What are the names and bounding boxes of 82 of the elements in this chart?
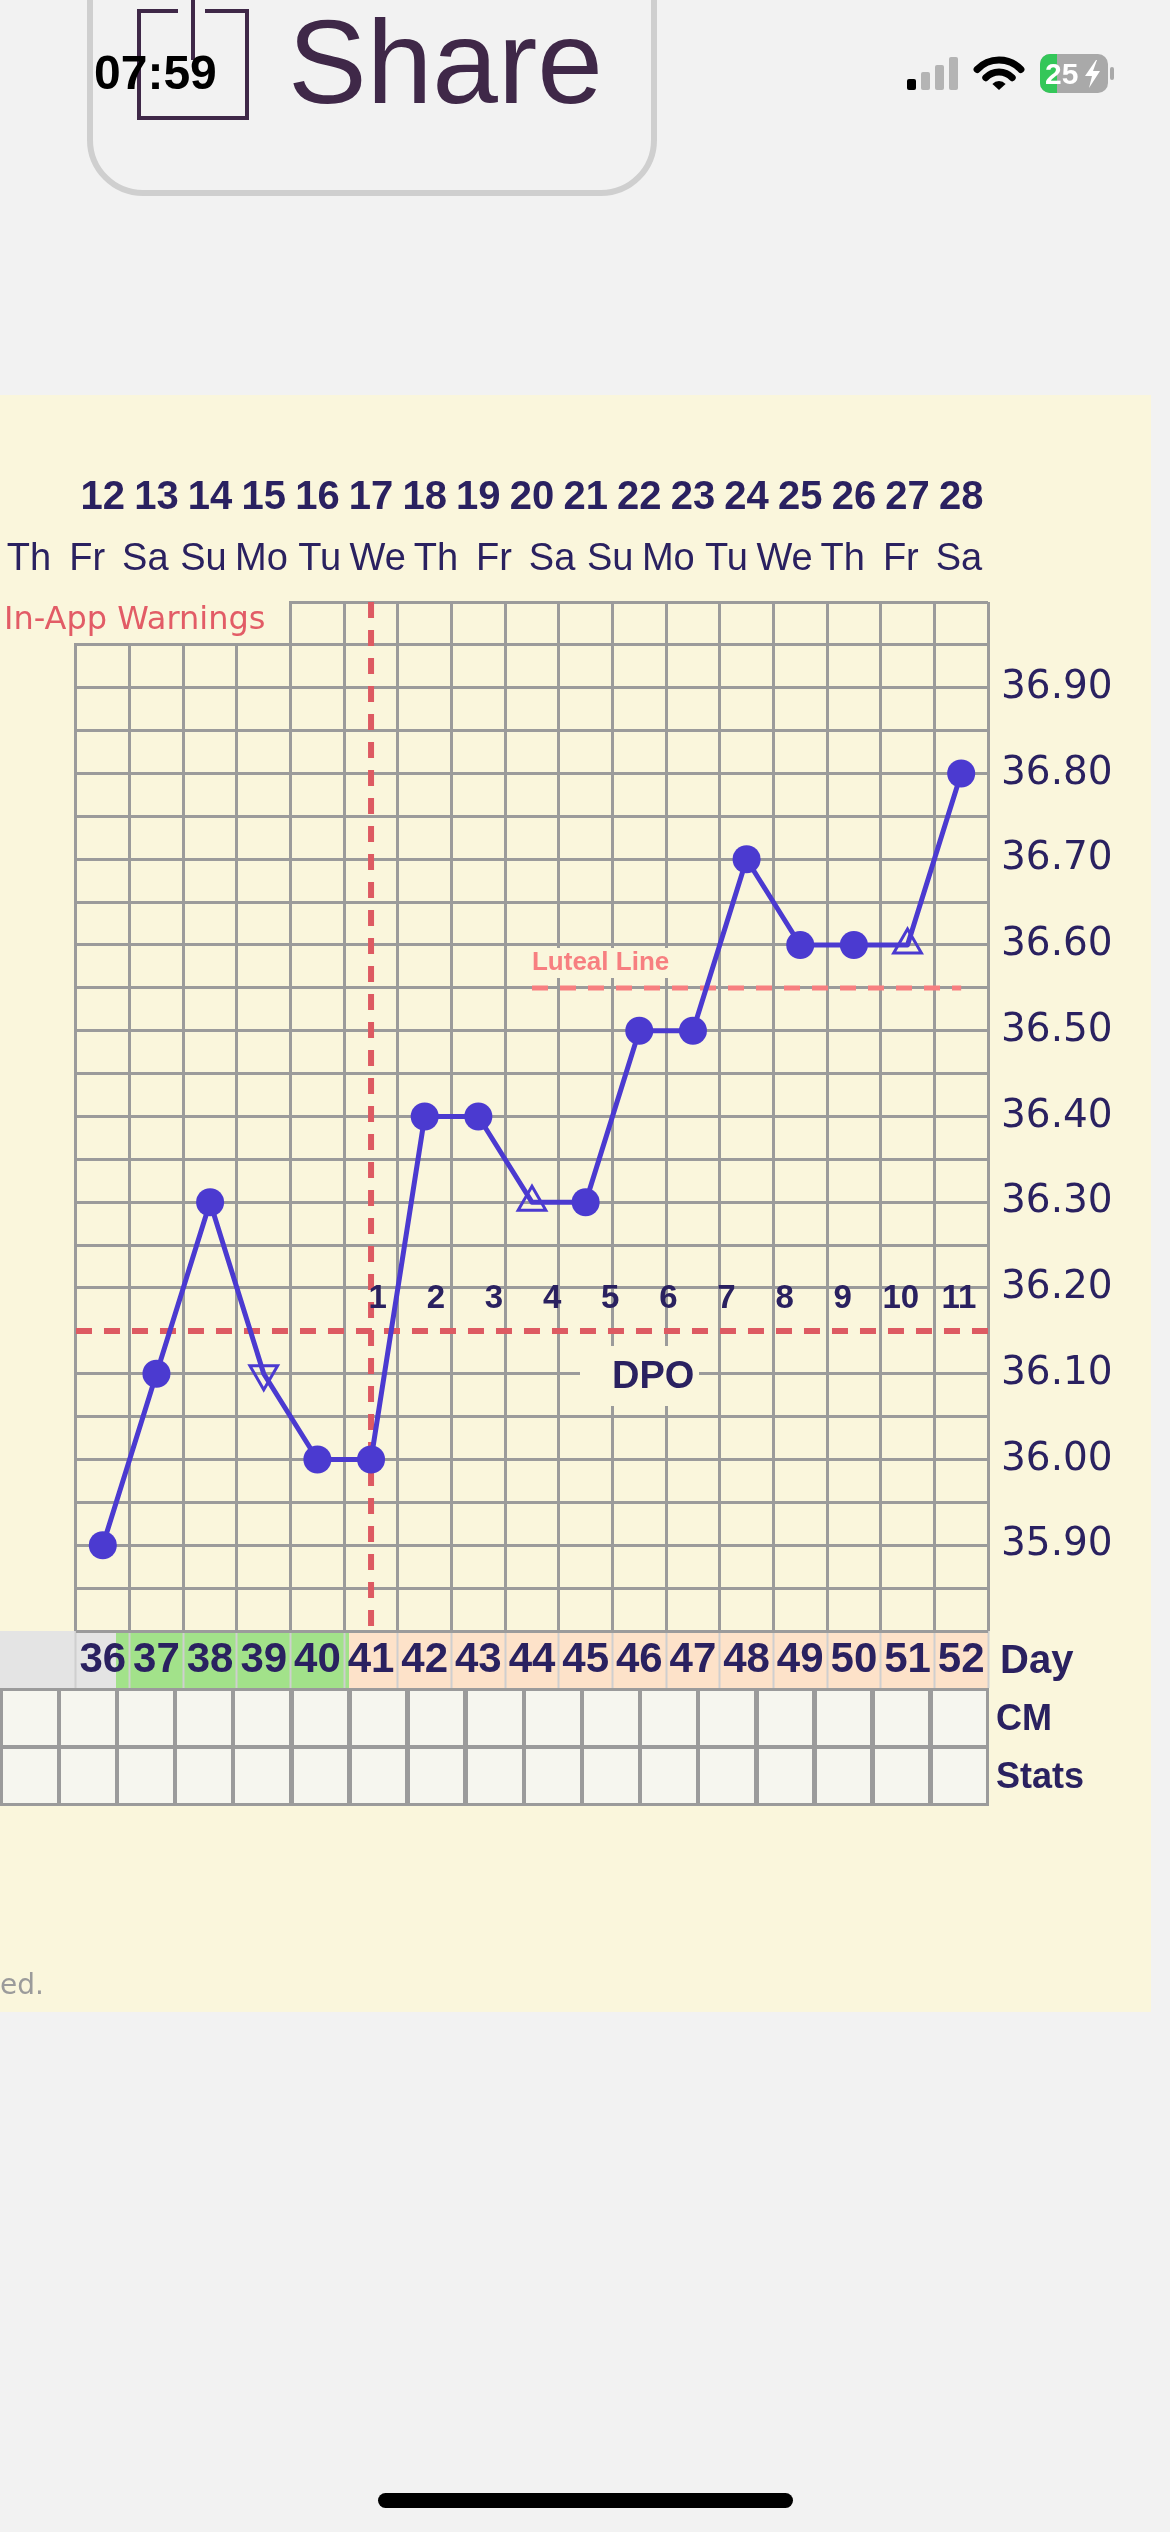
text: Sa: [528, 535, 576, 579]
annotation: 4: [542, 1276, 562, 1316]
annotation: 1: [368, 1276, 387, 1316]
text: Mo: [235, 535, 288, 579]
x2-tick-label: 18: [402, 473, 447, 518]
x-tick-label: 45: [562, 1633, 609, 1681]
x2-tick-label: 24: [724, 473, 770, 518]
x-tick-label: 38: [186, 1633, 234, 1681]
x-tick-label: 50: [830, 1633, 878, 1681]
annotation: 9: [833, 1276, 852, 1316]
text: Su: [586, 535, 634, 579]
y-tick-label: 36.90: [1001, 661, 1113, 707]
text: Mo: [641, 535, 695, 579]
x-tick-label: 42: [401, 1633, 449, 1681]
text: Share: [288, 0, 603, 128]
x-tick-label: 51: [884, 1633, 931, 1681]
y-tick-label: 36.10: [1001, 1347, 1113, 1393]
x2-tick-label: 19: [456, 473, 501, 518]
annotation: DPO: [612, 1353, 695, 1398]
text: Fr: [882, 535, 919, 579]
x2-tick-label: 23: [670, 473, 716, 518]
x-tick-label: 37: [133, 1633, 180, 1681]
x2-tick-label: 16: [295, 473, 340, 518]
text: We: [756, 535, 813, 579]
annotation: 2: [426, 1276, 446, 1316]
x-tick-label: 46: [615, 1633, 663, 1681]
x-tick-label: 36: [79, 1633, 127, 1681]
text: Fr: [69, 535, 106, 579]
text: Sa: [122, 535, 169, 579]
x2-tick-label: 14: [187, 473, 234, 518]
x-tick-label: 41: [347, 1633, 395, 1681]
text: Th: [820, 535, 865, 579]
x2-tick-label: 20: [509, 473, 555, 518]
text: We: [349, 535, 406, 579]
annotation: 7: [717, 1276, 736, 1316]
text: Tu: [705, 535, 748, 579]
text: Tu: [298, 535, 342, 579]
x-axis-title: Day: [1000, 1636, 1074, 1683]
y-tick-label: 35.90: [1001, 1519, 1113, 1565]
x-tick-label: 40: [294, 1633, 341, 1681]
series-label: Luteal Line: [531, 946, 670, 977]
y-tick-label: 36.40: [1001, 1090, 1113, 1136]
text: ed.: [0, 1967, 44, 2003]
x-tick-label: 49: [776, 1633, 824, 1681]
annotation: 8: [775, 1276, 794, 1316]
x2-tick-label: 28: [938, 473, 984, 518]
x2-tick-label: 27: [885, 473, 930, 518]
x-tick-label: 44: [508, 1633, 556, 1681]
text: Th: [6, 535, 52, 579]
text: Stats: [996, 1754, 1085, 1798]
x-tick-label: 43: [454, 1633, 502, 1681]
y-tick-label: 36.70: [1001, 833, 1113, 879]
x2-tick-label: 21: [563, 473, 608, 518]
y-tick-label: 36.80: [1001, 747, 1113, 793]
x-tick-label: 48: [723, 1633, 770, 1681]
y-tick-label: 36.60: [1001, 919, 1113, 965]
x2-tick-label: 25: [777, 473, 823, 518]
x-tick-label: 47: [669, 1633, 717, 1681]
x2-tick-label: 26: [831, 473, 877, 518]
annotation: 5: [601, 1276, 620, 1316]
annotation: 10: [882, 1276, 920, 1316]
x2-tick-label: 15: [241, 473, 286, 518]
y-tick-label: 36.30: [1001, 1176, 1113, 1222]
x2-tick-label: 12: [80, 473, 126, 518]
text: Fr: [476, 535, 512, 579]
text: Th: [413, 535, 459, 579]
y-tick-label: 36.20: [1001, 1262, 1113, 1308]
text: Su: [180, 535, 227, 579]
text: Sa: [935, 535, 983, 579]
annotation: 3: [484, 1276, 504, 1316]
x-tick-label: 52: [937, 1633, 985, 1681]
share-button[interactable]: [87, 0, 657, 196]
annotation: 6: [659, 1276, 678, 1316]
x-tick-label: 39: [240, 1633, 288, 1681]
text: CM: [996, 1696, 1052, 1740]
annotation: In-App Warnings: [4, 598, 266, 638]
x2-tick-label: 22: [617, 473, 662, 518]
y-tick-label: 36.00: [1001, 1433, 1113, 1479]
x2-tick-label: 17: [348, 473, 394, 518]
x2-tick-label: 13: [134, 473, 179, 518]
annotation: 11: [941, 1276, 977, 1316]
y-tick-label: 36.50: [1001, 1004, 1113, 1050]
